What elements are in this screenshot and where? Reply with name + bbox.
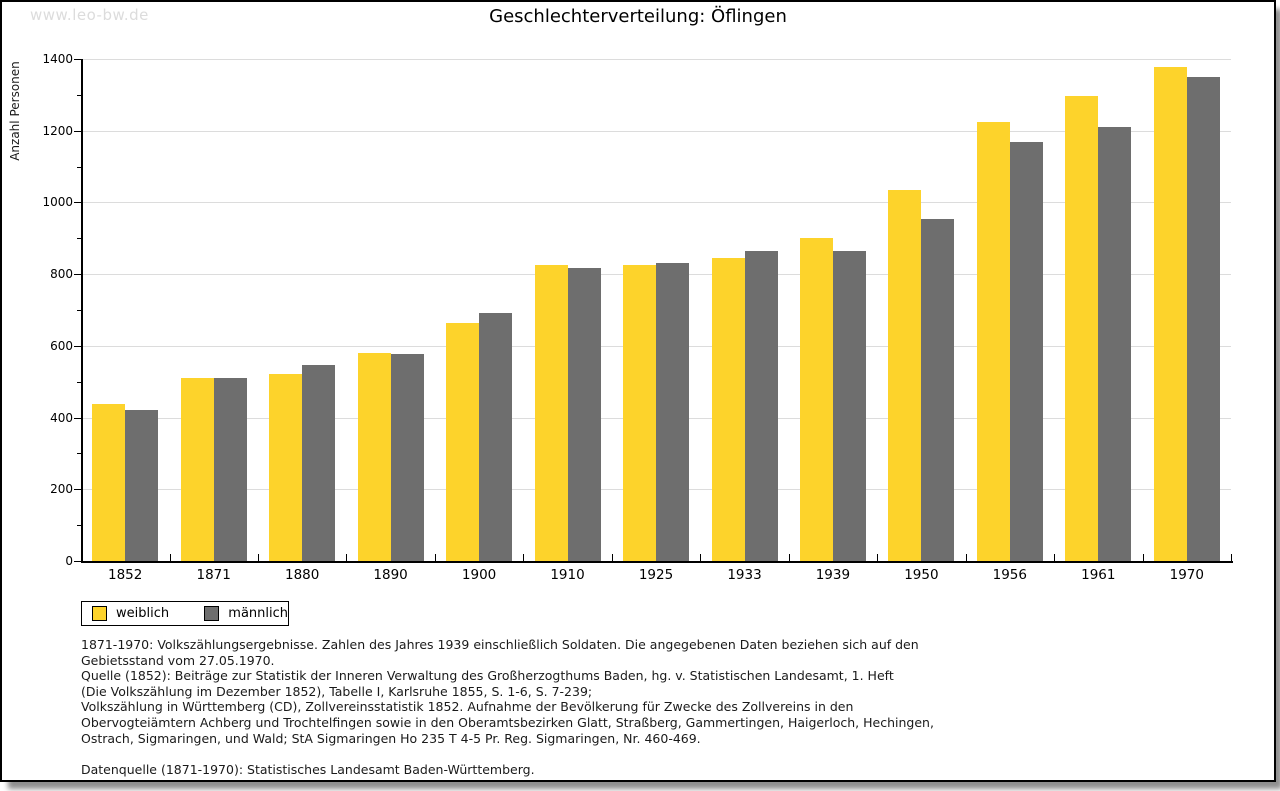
y-tick-label: 1200: [42, 123, 73, 138]
x-tick-label: 1970: [1169, 567, 1204, 583]
bar-weiblich-1910: [534, 264, 568, 561]
legend-label-maennlich: männlich: [228, 606, 288, 621]
x-boundary-tick: [1142, 554, 1144, 561]
bar-männlich-1871: [213, 377, 247, 561]
gridline-y1000: [81, 202, 1231, 204]
bar-weiblich-1956: [976, 122, 1010, 561]
x-tick-label: 1880: [285, 567, 320, 583]
footnotes: 1871-1970: Volkszählungsergebnisse. Zahl…: [81, 637, 934, 777]
x-boundary-tick: [877, 554, 879, 561]
x-boundary-tick: [257, 554, 259, 561]
y-major-tick: [74, 489, 81, 491]
x-tick-label: 1852: [108, 567, 143, 583]
bar-männlich-1880: [302, 364, 336, 561]
bar-männlich-1852: [125, 409, 159, 561]
bar-weiblich-1950: [888, 189, 922, 561]
y-minor-tick: [77, 310, 81, 311]
bar-männlich-1900: [479, 312, 513, 561]
bar-männlich-1890: [390, 353, 424, 561]
x-boundary-tick: [346, 554, 348, 561]
bar-männlich-1950: [921, 218, 955, 561]
y-tick-label: 0: [65, 554, 73, 568]
y-major-tick: [74, 561, 81, 562]
y-minor-tick: [77, 238, 81, 240]
footnote-line: [81, 746, 934, 762]
x-tick-label: 1956: [992, 567, 1027, 583]
legend: weiblich männlich: [81, 601, 289, 626]
legend-swatch-maennlich: [204, 606, 220, 621]
y-tick-label: 600: [50, 338, 73, 353]
x-tick-label: 1890: [373, 567, 408, 583]
bar-männlich-1961: [1098, 126, 1132, 561]
gridline-y1400: [81, 59, 1231, 60]
x-boundary-tick: [523, 554, 525, 561]
y-major-tick: [74, 59, 81, 60]
footnote-line: Quelle (1852): Beiträge zur Statistik de…: [81, 668, 894, 684]
chart-title: Geschlechterverteilung: Öflingen: [489, 6, 787, 27]
footnote-line: Ostrach, Sigmaringen, und Wald; StA Sigm…: [81, 730, 701, 746]
bar-weiblich-1880: [269, 373, 303, 561]
footnote-line: (Die Volkszählung im Dezember 1852), Tab…: [81, 683, 593, 699]
y-minor-tick: [77, 94, 81, 96]
bar-männlich-1970: [1186, 77, 1220, 561]
x-tick-label: 1900: [461, 567, 497, 583]
y-major-tick: [74, 130, 81, 132]
y-tick-label: 800: [50, 267, 73, 282]
bar-weiblich-1925: [623, 264, 656, 561]
y-major-tick: [74, 274, 81, 276]
x-tick-label: 1950: [904, 567, 939, 583]
legend-label-weiblich: weiblich: [116, 606, 170, 621]
x-boundary-tick: [434, 554, 436, 561]
x-tick-label: 1910: [550, 567, 585, 583]
y-tick-label: 1000: [42, 195, 73, 210]
y-major-tick: [74, 345, 81, 347]
x-boundary-tick: [611, 554, 613, 561]
bar-weiblich-1933: [711, 258, 745, 561]
y-minor-tick: [77, 381, 81, 383]
x-boundary-tick: [788, 554, 790, 561]
bar-weiblich-1961: [1065, 96, 1099, 561]
bar-weiblich-1890: [357, 352, 391, 561]
x-tick-label: 1939: [815, 567, 851, 583]
x-boundary-tick: [1054, 554, 1056, 561]
footnote-line: Volkszählung in Württemberg (CD), Zollve…: [81, 699, 854, 715]
y-minor-tick: [77, 453, 81, 455]
y-minor-tick: [77, 525, 81, 527]
bar-weiblich-1871: [180, 377, 214, 561]
bar-weiblich-1939: [799, 237, 833, 561]
x-tick-label: 1871: [196, 567, 231, 583]
bar-männlich-1910: [567, 268, 601, 561]
bar-weiblich-1852: [92, 404, 126, 561]
y-tick-label: 1400: [42, 52, 73, 66]
y-minor-tick: [77, 166, 81, 168]
footnote-line: 1871-1970: Volkszählungsergebnisse. Zahl…: [81, 637, 919, 652]
footnote-line: Gebietsstand vom 27.05.1970.: [81, 652, 275, 668]
x-tick-label: 1933: [727, 567, 762, 583]
y-tick-label: 400: [50, 410, 73, 425]
bar-männlich-1925: [656, 263, 689, 561]
watermark: www.leo-bw.de: [30, 6, 149, 24]
footnote-line: Datenquelle (1871-1970): Statistisches L…: [81, 761, 535, 777]
x-axis-line: [81, 561, 1233, 563]
y-major-tick: [74, 202, 81, 204]
bar-weiblich-1900: [446, 322, 480, 561]
x-boundary-tick: [965, 554, 967, 561]
bar-männlich-1939: [832, 250, 866, 561]
footnote-line: Obervogteiämtern Achberg und Trochtelfin…: [81, 714, 934, 730]
y-axis-line: [81, 59, 83, 563]
x-boundary-tick: [169, 554, 171, 561]
x-boundary-tick: [1231, 554, 1232, 561]
bar-weiblich-1970: [1153, 67, 1187, 561]
gridline-y1200: [81, 130, 1231, 132]
legend-swatch-weiblich: [92, 606, 107, 621]
x-boundary-tick: [700, 554, 702, 561]
bar-männlich-1956: [1009, 141, 1043, 561]
bar-männlich-1933: [744, 250, 778, 561]
x-tick-label: 1961: [1081, 567, 1116, 583]
y-major-tick: [74, 417, 81, 419]
y-tick-label: 200: [50, 482, 73, 497]
x-tick-label: 1925: [638, 567, 674, 583]
